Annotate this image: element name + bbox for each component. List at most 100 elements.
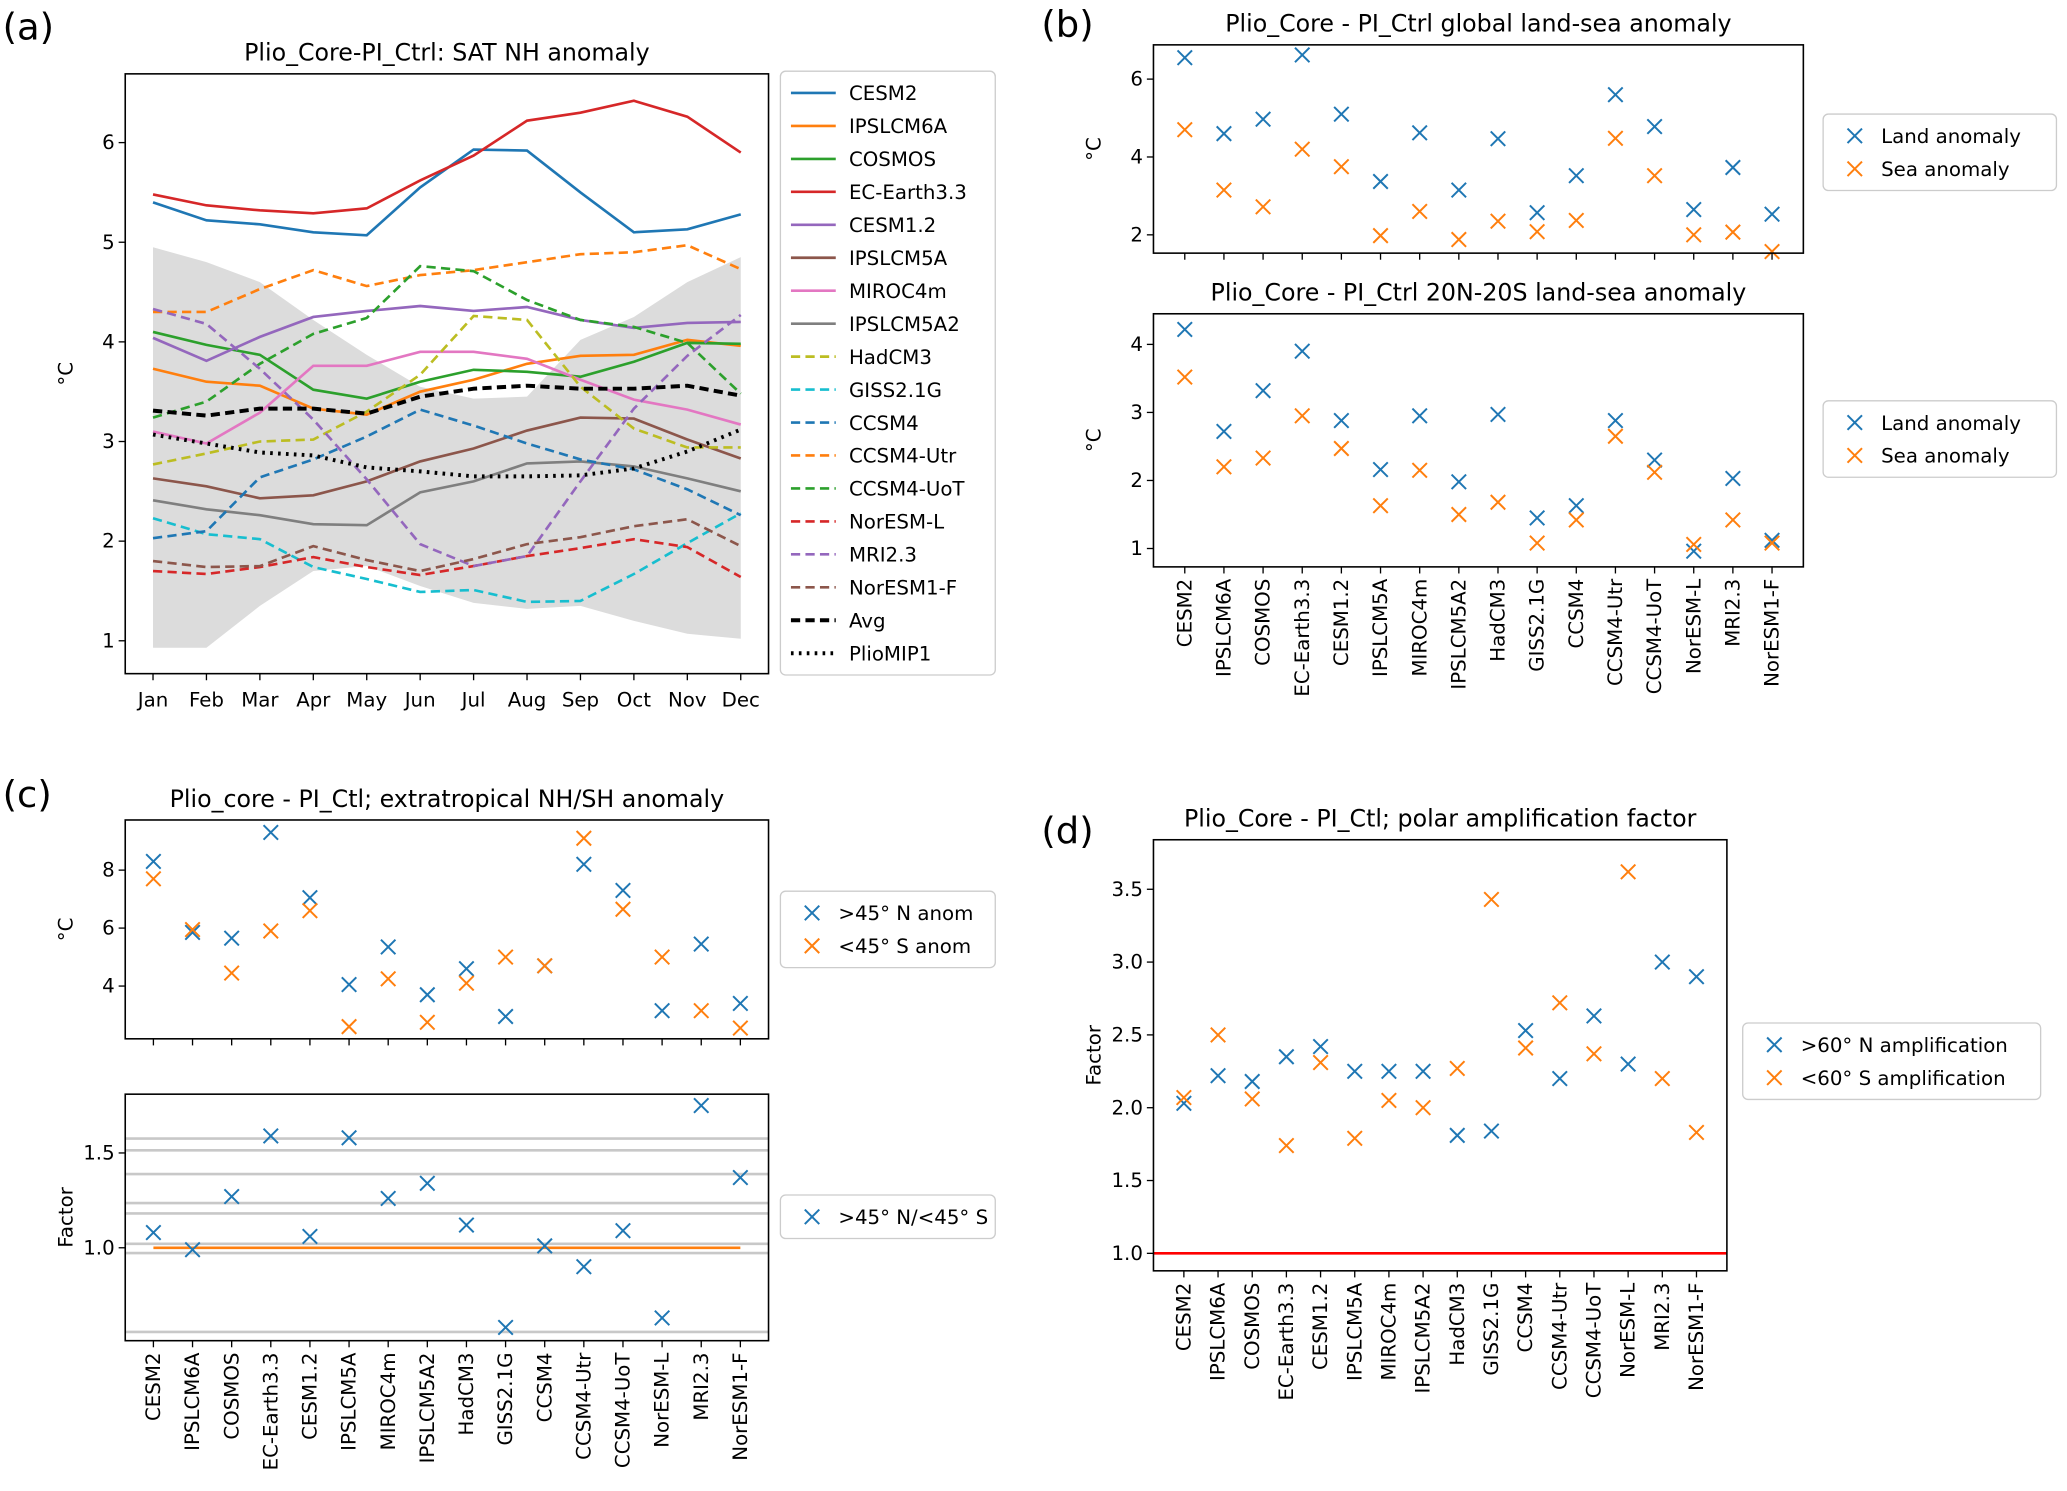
plot-frame (124, 819, 770, 1040)
scatter-point (380, 1190, 397, 1207)
scatter-point (1685, 536, 1702, 553)
scatter-point (458, 1217, 475, 1233)
y-axis-label: °C (55, 918, 78, 942)
scatter-point (1411, 203, 1428, 220)
scatter-point (536, 1237, 553, 1254)
y-tick-label: 1 (1130, 537, 1143, 560)
x-tick-label: HadCM3 (1487, 579, 1510, 662)
scatter-point (1278, 1137, 1295, 1154)
scatter-point (301, 1228, 318, 1245)
scatter-point (1607, 86, 1624, 103)
scatter-point (1646, 464, 1663, 481)
scatter-point (1411, 407, 1428, 424)
scatter-point (1764, 532, 1780, 549)
x-tick-label: Apr (296, 689, 331, 712)
scatter-point (1490, 213, 1506, 230)
x-tick-label: CCSM4 (1514, 1283, 1537, 1353)
scatter-point (1380, 1092, 1397, 1109)
scatter-point (1685, 201, 1702, 218)
scatter-point (419, 986, 436, 1003)
scatter-point (1449, 1060, 1466, 1077)
panel-label: (b) (1041, 3, 1093, 46)
scatter-point (341, 1129, 358, 1146)
scatter-point (575, 830, 592, 847)
x-tick-label: COSMOS (1241, 1283, 1264, 1370)
scatter-point (1210, 1067, 1226, 1084)
scatter-point (1646, 118, 1663, 135)
x-tick-label: May (346, 689, 387, 712)
legend-label: IPSLCM6A (849, 115, 948, 138)
scatter-point (1175, 1095, 1192, 1112)
x-tick-label: GISS2.1G (1526, 579, 1549, 672)
legend-label: HadCM3 (849, 346, 932, 369)
x-tick-label: COSMOS (220, 1353, 243, 1440)
x-tick-label: Dec (722, 689, 760, 712)
y-axis-label: °C (55, 362, 78, 386)
series-line (152, 304, 741, 363)
x-tick-label: MRI2.3 (690, 1353, 713, 1421)
legend-label: <60° S amplification (1801, 1067, 2006, 1090)
scatter-point (1685, 543, 1702, 560)
x-tick-label: CCSM4-UoT (1643, 578, 1666, 694)
y-tick-label: 1.5 (83, 1142, 114, 1165)
scatter-point (1568, 167, 1585, 184)
chart-title: Plio_core - PI_Ctl; extratropical NH/SH … (170, 785, 725, 813)
x-tick-label: CCSM4 (533, 1353, 556, 1423)
legend-box (779, 890, 996, 969)
scatter-point (1764, 243, 1780, 260)
series-line (153, 243, 742, 314)
y-tick-label: 3 (102, 430, 115, 453)
scatter-point (1176, 121, 1193, 138)
x-tick-label: HadCM3 (455, 1353, 478, 1436)
y-tick-label: 4 (102, 330, 115, 353)
chart-title: Plio_Core - PI_Ctrl 20N-20S land-sea ano… (1211, 279, 1747, 307)
plot-frame (124, 73, 770, 675)
scatter-point (732, 1169, 749, 1186)
scatter-point (380, 938, 397, 955)
scatter-point (1333, 440, 1350, 457)
x-tick-label: CESM2 (1172, 1283, 1195, 1351)
scatter-point (145, 870, 162, 887)
scatter-point (1490, 130, 1506, 147)
x-tick-label: NorESM1-F (1685, 1283, 1708, 1391)
plot-area (125, 1094, 769, 1341)
y-tick-label: 4 (1130, 146, 1143, 169)
scatter-point (1333, 412, 1350, 429)
plot-area (1153, 44, 1804, 254)
x-tick-label: EC-Earth3.3 (259, 1353, 282, 1471)
scatter-point (1529, 535, 1546, 552)
scatter-point (1372, 461, 1389, 478)
scatter-point (1568, 212, 1585, 229)
scatter-point (1724, 224, 1741, 241)
scatter-point (575, 856, 592, 873)
scatter-point (1215, 458, 1232, 475)
x-tick-label: Feb (189, 689, 224, 712)
chart-title: Plio_Core - PI_Ctl; polar amplification … (1184, 805, 1697, 833)
x-tick-label: GISS2.1G (494, 1353, 517, 1446)
scatter-point (654, 949, 671, 966)
x-tick-label: COSMOS (1252, 579, 1275, 666)
panel-label: (c) (3, 773, 52, 816)
y-tick-label: 2 (1130, 223, 1143, 246)
scatter-point (497, 949, 514, 966)
legend-label: CCSM4-UoT (849, 478, 965, 501)
plot-area (1153, 839, 1727, 1271)
scatter-point (301, 902, 318, 919)
series-line (152, 517, 742, 573)
scatter-point (262, 824, 279, 841)
scatter-point (1215, 182, 1232, 199)
x-tick-label: MIROC4m (1408, 579, 1431, 677)
scatter-point (1294, 407, 1311, 424)
scatter-point (1607, 428, 1624, 445)
scatter-point (1517, 1022, 1534, 1039)
legend-label: CCSM4 (849, 412, 919, 435)
legend-label: >45° N anom (838, 902, 973, 925)
x-tick-label: CESM1.2 (1330, 579, 1353, 666)
scatter-point (1568, 511, 1585, 528)
x-tick-label: Oct (617, 689, 651, 712)
legend-swatch (1766, 1036, 1783, 1053)
scatter-point (1346, 1130, 1363, 1147)
scatter-point (1688, 968, 1705, 985)
scatter-point (1517, 1040, 1534, 1056)
scatter-point (1210, 1026, 1226, 1043)
